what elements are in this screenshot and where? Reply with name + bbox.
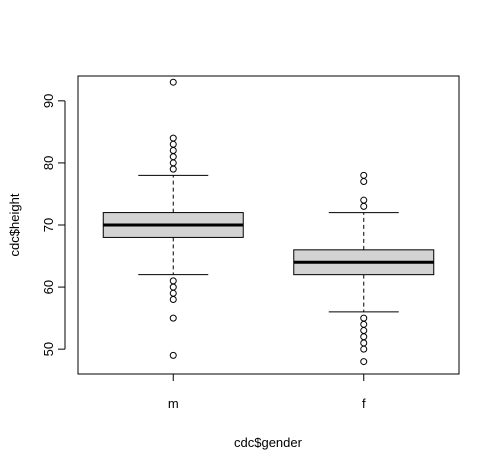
outlier-point [360,202,368,210]
outlier-point [169,140,177,148]
y-axis-label: cdc$height [7,193,22,256]
outlier-point [169,134,177,142]
y-tick-label: 50 [41,342,56,356]
x-axis-label: cdc$gender [234,435,303,450]
outlier-point [360,339,368,347]
outlier-point [169,147,177,154]
y-tick-label: 60 [41,280,56,294]
outlier-point [169,296,177,303]
outlier-point [360,178,368,186]
outlier-point [169,289,177,297]
plot-frame [77,75,460,375]
outlier-point [360,196,368,204]
outlier-point [169,314,177,322]
outlier-point [169,153,177,161]
y-axis: 50 60 70 80 90 [41,94,66,356]
box-m [102,78,244,359]
outlier-point [360,358,368,366]
outlier-point [360,320,368,328]
y-tick-label: 80 [41,156,56,170]
outlier-point [169,78,177,86]
outlier-point [360,345,368,353]
outlier-point [169,277,177,285]
boxes [102,78,435,366]
y-tick-label: 70 [41,218,56,232]
outlier-point [169,283,177,291]
box-f [293,171,435,366]
outlier-point [169,351,177,359]
outlier-point [360,333,368,341]
x-tick-label: m [168,396,179,411]
outlier-point [360,171,368,179]
outlier-point [360,327,368,335]
x-tick-label: f [362,396,366,411]
outlier-point [169,159,177,167]
y-tick-label: 90 [41,94,56,108]
outlier-point [169,165,177,173]
outlier-point [360,314,368,322]
